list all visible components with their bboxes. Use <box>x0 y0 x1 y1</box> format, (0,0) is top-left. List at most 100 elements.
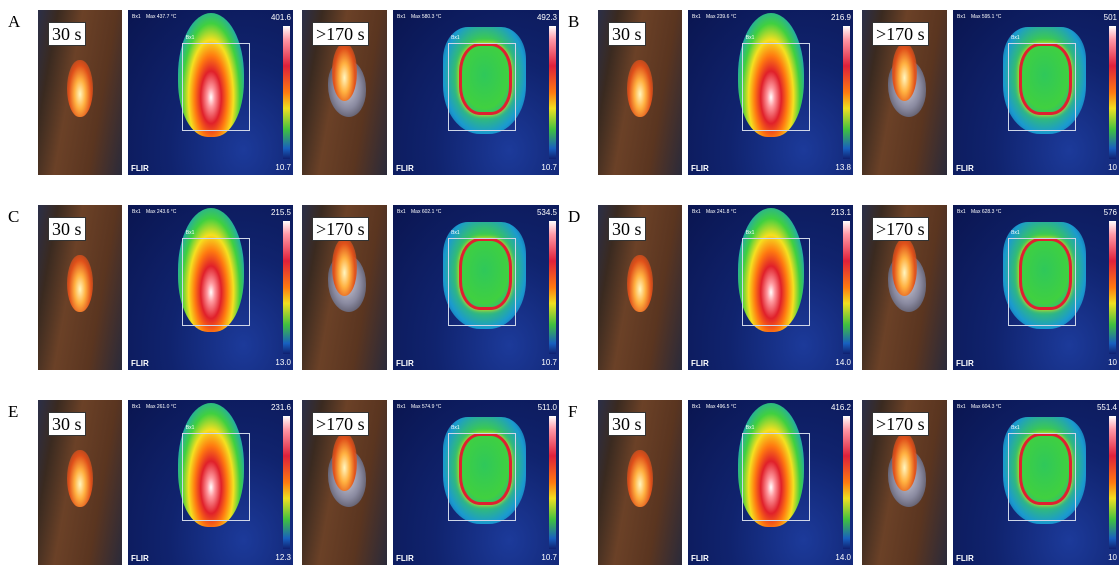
scale-max: 401.6 <box>263 13 291 22</box>
color-scale <box>283 416 290 549</box>
brand: FLIR <box>956 359 974 368</box>
measure-box <box>742 433 810 521</box>
box-id: Bx1 <box>397 209 406 215</box>
color-scale <box>1109 416 1116 549</box>
measure-box <box>742 43 810 131</box>
scale-min: 13.8 <box>823 163 851 172</box>
color-scale <box>843 416 850 549</box>
brand: FLIR <box>691 164 709 173</box>
panel-label: D <box>568 207 580 227</box>
time-label: >170 s <box>872 22 929 46</box>
brand: FLIR <box>691 359 709 368</box>
time-label: 30 s <box>608 217 646 241</box>
box-tag: Bx1 <box>746 35 755 41</box>
max-temp: Max 261.0 °C <box>146 404 176 410</box>
scale-max: 416.2 <box>823 403 851 412</box>
scale-min: 10.7 <box>529 163 557 172</box>
flame <box>892 238 918 296</box>
brand: FLIR <box>956 164 974 173</box>
box-id: Bx1 <box>957 404 966 410</box>
scale-min: 10.7 <box>529 553 557 562</box>
color-scale <box>843 221 850 354</box>
box-id: Bx1 <box>692 404 701 410</box>
brand: FLIR <box>131 359 149 368</box>
time-label: >170 s <box>872 217 929 241</box>
max-temp: Max 595.1 °C <box>971 14 1001 20</box>
panel-label: C <box>8 207 19 227</box>
color-scale <box>1109 26 1116 159</box>
thermal-image: Bx1Max 241.8 °CBx1213.114.0FLIR <box>688 205 853 370</box>
color-scale <box>283 26 290 159</box>
measure-box <box>448 238 516 326</box>
measure-box <box>1008 238 1076 326</box>
scale-max: 501 <box>1089 13 1117 22</box>
box-tag: Bx1 <box>746 230 755 236</box>
time-label: >170 s <box>312 412 369 436</box>
measure-box <box>182 43 250 131</box>
box-tag: Bx1 <box>451 425 460 431</box>
box-id: Bx1 <box>132 14 141 20</box>
brand: FLIR <box>131 164 149 173</box>
thermal-image: Bx1Max 243.6 °CBx1215.513.0FLIR <box>128 205 293 370</box>
max-temp: Max 239.6 °C <box>706 14 736 20</box>
time-label: 30 s <box>48 22 86 46</box>
max-temp: Max 437.7 °C <box>146 14 176 20</box>
scale-min: 10.7 <box>263 163 291 172</box>
box-id: Bx1 <box>957 209 966 215</box>
panel-label: A <box>8 12 20 32</box>
scale-min: 10.7 <box>529 358 557 367</box>
box-tag: Bx1 <box>186 35 195 41</box>
box-id: Bx1 <box>397 14 406 20</box>
flame <box>892 43 918 101</box>
thermal-image: Bx1 Max 437.7 °C Bx1 401.6 10.7 FLIR <box>128 10 293 175</box>
color-scale <box>549 26 556 159</box>
box-id: Bx1 <box>692 209 701 215</box>
flame <box>332 433 358 491</box>
measure-box <box>448 433 516 521</box>
max-temp: Max 496.5 °C <box>706 404 736 410</box>
scale-max: 492.3 <box>529 13 557 22</box>
scale-max: 216.9 <box>823 13 851 22</box>
max-temp: Max 604.3 °C <box>971 404 1001 410</box>
scale-max: 534.5 <box>529 208 557 217</box>
measure-box <box>1008 433 1076 521</box>
scale-max: 511.0 <box>529 403 557 412</box>
flame <box>332 43 358 101</box>
max-temp: Max 602.1 °C <box>411 209 441 215</box>
scale-max: 576 <box>1089 208 1117 217</box>
flame <box>332 238 358 296</box>
color-scale <box>549 416 556 549</box>
time-label: >170 s <box>312 22 369 46</box>
box-id: Bx1 <box>132 404 141 410</box>
time-label: 30 s <box>608 22 646 46</box>
color-scale <box>283 221 290 354</box>
scale-max: 231.6 <box>263 403 291 412</box>
thermal-image: Bx1Max 261.0 °CBx1231.612.3FLIR <box>128 400 293 565</box>
scale-min: 13.0 <box>263 358 291 367</box>
panel-label: E <box>8 402 18 422</box>
color-scale <box>843 26 850 159</box>
measure-box <box>1008 43 1076 131</box>
panel-label: F <box>568 402 577 422</box>
measure-box <box>182 433 250 521</box>
time-label: 30 s <box>48 217 86 241</box>
scale-max: 215.5 <box>263 208 291 217</box>
flame <box>67 450 92 508</box>
color-scale <box>1109 221 1116 354</box>
box-tag: Bx1 <box>746 425 755 431</box>
thermal-image: Bx1Max 628.3 °CBx157610FLIR <box>953 205 1119 370</box>
max-temp: Max 580.3 °C <box>411 14 441 20</box>
scale-max: 551.4 <box>1089 403 1117 412</box>
max-temp: Max 628.3 °C <box>971 209 1001 215</box>
scale-min: 12.3 <box>263 553 291 562</box>
time-label: 30 s <box>48 412 86 436</box>
box-tag: Bx1 <box>451 35 460 41</box>
scale-min: 10 <box>1089 553 1117 562</box>
flame <box>67 60 92 118</box>
brand: FLIR <box>396 164 414 173</box>
scale-min: 10 <box>1089 163 1117 172</box>
max-temp: Max 243.6 °C <box>146 209 176 215</box>
